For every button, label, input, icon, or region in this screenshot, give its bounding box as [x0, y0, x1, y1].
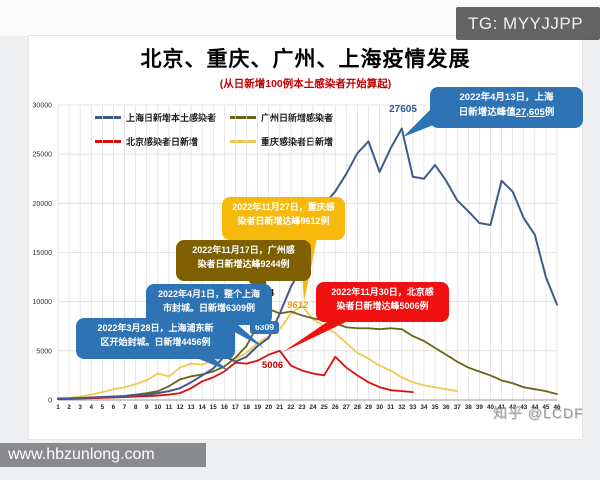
series-line-guangzhou [57, 308, 558, 400]
callout-shanghai-peak-line2: 日新增达峰值27,605例 [458, 106, 555, 118]
x-tick-label: 3 [78, 404, 82, 411]
legend-label-chongqing: 重庆感染者日新增 [261, 136, 334, 147]
x-tick-label: 5 [101, 404, 105, 411]
x-tick-label: 25 [321, 404, 329, 411]
callout-guangzhou-peak-line1: 2022年11月17日，广州感 [192, 245, 295, 255]
legend-label-beijing: 北京感染者日新增 [126, 136, 199, 147]
x-tick-label: 35 [432, 404, 440, 411]
x-tick-label: 11 [166, 404, 173, 411]
x-tick-label: 24 [310, 404, 318, 411]
tg-watermark: TG: MYYJJPP [456, 7, 600, 40]
x-tick-label: 37 [454, 404, 462, 411]
x-tick-label: 15 [210, 404, 218, 411]
data-label-shanghai-peak: 27605 [389, 104, 417, 115]
legend-swatch-beijing [95, 139, 121, 143]
x-tick-label: 14 [199, 404, 207, 411]
x-tick-label: 1 [56, 404, 60, 411]
x-tick-label: 20 [265, 404, 273, 411]
x-tick-label: 39 [476, 404, 484, 411]
x-tick-label: 8 [134, 404, 138, 411]
callout-pudong-lockdown-line1: 2022年3月28日，上海浦东新 [97, 323, 214, 333]
callout-tail-pudong-lockdown [194, 357, 229, 371]
callout-shanghai-lockdown-line1: 2022年4月1日，整个上海 [157, 289, 261, 299]
data-label-beijing-peak: 5006 [262, 360, 284, 371]
legend-swatch-chongqing [230, 139, 256, 143]
x-tick-label: 30 [376, 404, 384, 411]
x-tick-label: 44 [531, 404, 539, 411]
legend-item-guangzhou: 广州日新增感染者 [230, 111, 333, 123]
y-tick-label: 0 [48, 398, 52, 405]
legend-label-shanghai: 上海日新增本土感染者 [126, 112, 217, 123]
callout-chongqing-peak-line1: 2022年11月27日，重庆感 [232, 202, 335, 212]
x-tick-label: 36 [443, 404, 451, 411]
legend-item-chongqing: 重庆感染者日新增 [230, 135, 333, 147]
callout-shanghai-lockdown-line2: 市封城。日新增6309例 [162, 302, 256, 313]
x-tick-label: 23 [298, 404, 306, 411]
x-tick-label: 4 [90, 404, 94, 411]
callout-shanghai-peak: 2022年4月13日，上海 日新增达峰值27,605例 [430, 87, 583, 128]
x-tick-label: 40 [487, 404, 495, 411]
x-tick-label: 42 [509, 404, 517, 411]
y-tick-label: 15000 [33, 250, 53, 257]
callout-tail-shanghai-peak [403, 104, 436, 137]
x-tick-label: 19 [254, 404, 262, 411]
x-tick-label: 18 [243, 404, 251, 411]
callout-guangzhou-peak-line2: 染者日新增达峰9244例 [197, 258, 290, 269]
legend-swatch-shanghai [95, 115, 121, 119]
x-tick-label: 16 [221, 404, 229, 411]
x-tick-label: 32 [398, 404, 406, 411]
x-tick-label: 46 [553, 404, 561, 411]
zhihu-watermark: 知乎 @LCDF [493, 405, 584, 421]
x-tick-label: 29 [365, 404, 373, 411]
y-tick-label: 25000 [33, 152, 53, 159]
x-tick-label: 33 [409, 404, 417, 411]
callout-shanghai-peak-line1: 2022年4月13日，上海 [459, 92, 554, 103]
chart-subtitle: (从日新增100例本土感染者开始算起) [219, 78, 392, 90]
x-tick-label: 31 [387, 404, 395, 411]
callout-pudong-lockdown: 2022年3月28日，上海浦东新 区开始封城。日新增4456例 [76, 318, 235, 359]
callout-chongqing-peak-line2: 染者日新增达峰9612例 [237, 215, 330, 226]
site-watermark: www.hbzunlong.com [0, 443, 206, 467]
callout-tail-beijing-peak [283, 320, 350, 352]
callout-guangzhou-peak: 2022年11月17日，广州感 染者日新增达峰9244例 [176, 240, 311, 281]
x-tick-label: 43 [520, 404, 528, 411]
x-tick-label: 2 [67, 404, 71, 411]
y-tick-label: 20000 [33, 201, 53, 208]
x-tick-label: 38 [465, 404, 473, 411]
data-label-chongqing-peak: 9612 [287, 300, 309, 311]
callout-beijing-peak-line1: 2022年11月30日，北京感 [331, 287, 434, 297]
y-tick-label: 10000 [33, 299, 53, 306]
callout-pudong-lockdown-line2: 区开始封城。日新增4456例 [100, 336, 211, 347]
x-tick-label: 9 [145, 404, 149, 411]
x-tick-label: 7 [123, 404, 127, 411]
x-tick-label: 28 [354, 404, 362, 411]
x-tick-label: 6 [112, 404, 116, 411]
callout-chongqing-peak: 2022年11月27日，重庆感 染者日新增达峰9612例 [222, 197, 345, 240]
x-tick-label: 34 [420, 404, 428, 411]
x-tick-label: 12 [176, 404, 184, 411]
legend-swatch-guangzhou [230, 115, 256, 119]
x-tick-label: 17 [232, 404, 240, 411]
x-tick-label: 27 [343, 404, 351, 411]
x-tick-label: 41 [498, 404, 506, 411]
callout-beijing-peak-line2: 染者日新增达峰5006例 [336, 300, 429, 311]
x-tick-label: 21 [276, 404, 284, 411]
x-tick-label: 10 [154, 404, 162, 411]
legend-item-shanghai: 上海日新增本土感染者 [95, 111, 216, 123]
chart-title: 北京、重庆、广州、上海疫情发展 [140, 48, 471, 71]
x-tick-label: 45 [542, 404, 550, 411]
callout-beijing-peak: 2022年11月30日，北京感 染者日新增达峰5006例 [316, 282, 449, 322]
x-tick-label: 13 [188, 404, 196, 411]
x-tick-label: 26 [332, 404, 340, 411]
legend-item-beijing: 北京感染者日新增 [95, 135, 198, 147]
legend-label-guangzhou: 广州日新增感染者 [261, 112, 334, 123]
y-tick-label: 5000 [36, 348, 52, 355]
y-tick-label: 30000 [33, 103, 53, 110]
x-tick-label: 22 [287, 404, 295, 411]
